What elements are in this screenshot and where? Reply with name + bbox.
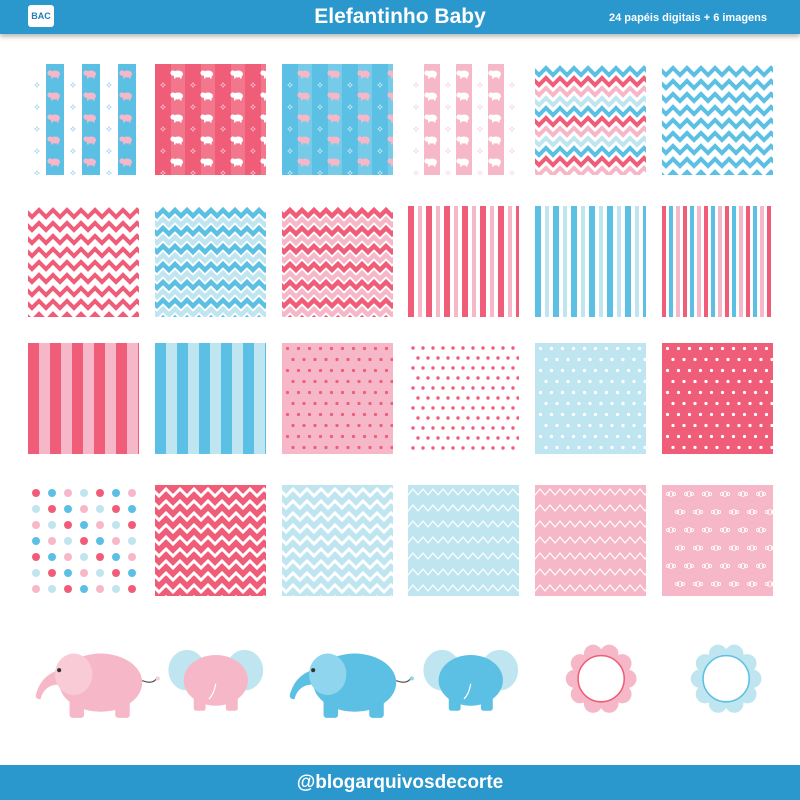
paper-dots-white-blue[interactable] xyxy=(535,343,646,454)
paper-chevron-blue[interactable] xyxy=(662,64,773,175)
paper-dots-colorful[interactable] xyxy=(28,485,139,596)
paper-zigzag-light-pink[interactable] xyxy=(535,485,646,596)
image-frame-pink-scalloped[interactable] xyxy=(555,632,655,732)
footer-handle[interactable]: @blogarquivosdecorte xyxy=(296,772,504,793)
paper-zigzag-light-blue[interactable] xyxy=(408,485,519,596)
image-elephant-blue-side[interactable] xyxy=(282,632,417,732)
paper-elephant-stripes-light[interactable] xyxy=(28,64,139,175)
paper-dots-white-on-pink[interactable] xyxy=(662,343,773,454)
image-elephant-pink-side[interactable] xyxy=(28,632,163,732)
image-elephant-blue-back[interactable] xyxy=(420,632,530,732)
paper-dots-white-pink[interactable] xyxy=(408,343,519,454)
paper-stripes-blue-thin[interactable] xyxy=(535,206,646,317)
paper-stripes-pink-thin[interactable] xyxy=(408,206,519,317)
paper-dots-pink-light[interactable] xyxy=(282,343,393,454)
brand-logo[interactable]: BAC xyxy=(28,5,54,27)
image-frame-blue-scalloped[interactable] xyxy=(680,632,780,732)
page-title: Elefantinho Baby xyxy=(314,5,486,28)
image-elephant-pink-back[interactable] xyxy=(165,632,275,732)
paper-chevron-pink[interactable] xyxy=(28,206,139,317)
header-bar: BAC Elefantinho Baby 24 papéis digitais … xyxy=(0,0,800,34)
paper-chevron-blue-dense[interactable] xyxy=(155,206,266,317)
paper-elephant-stripes-soft[interactable] xyxy=(408,64,519,175)
footer-bar: @blogarquivosdecorte xyxy=(0,765,800,800)
paper-stripes-pink-wide[interactable] xyxy=(28,343,139,454)
paper-stripes-blue-wide[interactable] xyxy=(155,343,266,454)
page-subtitle: 24 papéis digitais + 6 imagens xyxy=(608,12,767,24)
paper-chevron-tricolor[interactable] xyxy=(535,64,646,175)
paper-chevron-pink-dense[interactable] xyxy=(282,206,393,317)
paper-elephant-stripes-blue[interactable] xyxy=(282,64,393,175)
paper-chevron-white-on-pink[interactable] xyxy=(155,485,266,596)
paper-flowers-pink[interactable] xyxy=(662,485,773,596)
paper-elephant-stripes-pink[interactable] xyxy=(155,64,266,175)
paper-stripes-mixed-thin[interactable] xyxy=(662,206,773,317)
paper-chevron-white-on-blue[interactable] xyxy=(282,485,393,596)
